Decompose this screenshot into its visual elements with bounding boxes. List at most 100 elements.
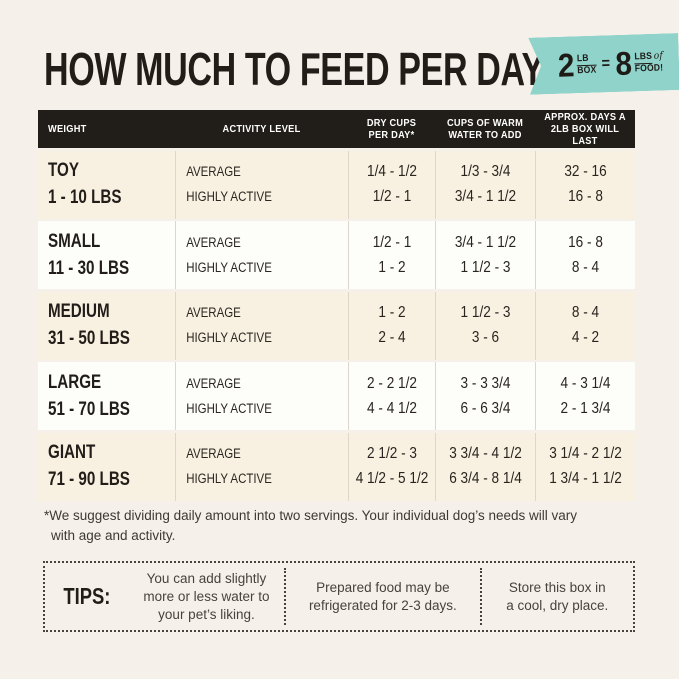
tips-box: TIPS: You can add slightly more or less … [43,561,635,632]
water-active: 3/4 - 1 1/2 [454,188,517,205]
dry-cups-active: 4 - 4 1/2 [367,399,417,417]
header-cell-weight: WEIGHT [38,110,175,148]
box-equivalence-badge: 2 LB BOX = 8 LBS of FOOD! [528,33,679,95]
tip-line: You can add slightly [146,570,267,586]
size-label: GIANT [48,442,96,463]
warm-water-cell: 1 1/2 - 3 3 - 6 [435,291,535,360]
water-active: 3 - 6 [471,329,500,346]
table-row-giant: GIANT 71 - 90 LBS AVERAGE HIGHLY ACTIVE … [38,432,635,501]
days-cell: 16 - 8 8 - 4 [535,221,635,289]
activity-cell: AVERAGE HIGHLY ACTIVE [175,150,348,219]
activity-cell: AVERAGE HIGHLY ACTIVE [175,221,348,289]
days-cell: 32 - 16 16 - 8 [535,150,635,219]
weight-range-label: 31 - 50 LBS [48,328,130,349]
activity-cell: AVERAGE HIGHLY ACTIVE [175,432,348,501]
activity-cell: AVERAGE HIGHLY ACTIVE [175,291,348,360]
header-dry-cups-line1: DRY CUPS [366,117,417,129]
dry-cups-average: 1/4 - 1/2 [367,163,417,180]
badge-lb-box-fraction: LB BOX [576,53,596,76]
dry-cups-active: 2 - 4 [378,329,406,346]
table-row-small: SMALL 11 - 30 LBS AVERAGE HIGHLY ACTIVE … [38,221,635,289]
header-warm-water-line1: CUPS OF WARM [446,117,524,129]
header-cell-warm-water: CUPS OF WARM WATER TO ADD [435,110,535,148]
dry-cups-cell: 2 1/2 - 3 4 1/2 - 5 1/2 [348,432,435,501]
header-warm-water-line2: WATER TO ADD [448,129,522,141]
header-cell-days-last: APPROX. DAYS A 2LB BOX WILL LAST [535,110,635,148]
weight-cell: MEDIUM 31 - 50 LBS [38,292,175,360]
tip-line: Store this box in [508,579,606,595]
water-active: 6 - 6 3/4 [460,399,511,417]
dry-cups-active: 1/2 - 1 [372,188,412,205]
footnote-line2: with age and activity. [51,528,176,543]
table-row-large: LARGE 51 - 70 LBS AVERAGE HIGHLY ACTIVE … [38,362,635,430]
water-average: 1/3 - 3/4 [460,163,511,180]
weight-range-label: 71 - 90 LBS [48,469,130,490]
dotted-divider [479,568,482,625]
days-active: 16 - 8 [568,188,603,205]
tip-line: Prepared food may be [316,579,450,595]
water-average: 3/4 - 1 1/2 [454,233,517,251]
badge-of-word: of [653,50,663,62]
activity-highly-active: HIGHLY ACTIVE [186,259,272,275]
days-active: 2 - 1 3/4 [560,399,611,417]
days-active: 8 - 4 [571,258,600,276]
size-label: MEDIUM [48,301,110,322]
table-row-medium: MEDIUM 31 - 50 LBS AVERAGE HIGHLY ACTIVE… [38,291,635,360]
badge-food-word: FOOD! [634,62,663,74]
tip-item-refrigerate: Prepared food may be refrigerated for 2-… [286,579,479,615]
weight-cell: TOY 1 - 10 LBS [38,151,175,219]
dry-cups-active: 4 1/2 - 5 1/2 [355,470,429,487]
table-header-row: WEIGHT ACTIVITY LEVEL DRY CUPS PER DAY* … [38,110,635,148]
weight-range-label: 51 - 70 LBS [48,398,130,420]
size-label: LARGE [48,371,102,393]
dry-cups-average: 2 1/2 - 3 [367,445,417,462]
warm-water-cell: 3 3/4 - 4 1/2 6 3/4 - 8 1/4 [435,432,535,501]
equals-sign: = [600,54,610,72]
days-cell: 3 1/4 - 2 1/2 1 3/4 - 1 1/2 [535,432,635,501]
badge-food-count: 8 [614,44,632,83]
water-active: 1 1/2 - 3 [460,258,511,276]
days-average: 3 1/4 - 2 1/2 [549,445,622,462]
tip-line: more or less water to [143,588,270,604]
activity-average: AVERAGE [186,164,241,179]
water-average: 3 - 3 3/4 [460,374,511,392]
water-average: 3 3/4 - 4 1/2 [449,445,522,462]
size-label: SMALL [48,230,101,252]
header-days-line2: 2LB BOX WILL LAST [550,123,620,147]
weight-range-label: 1 - 10 LBS [48,187,122,208]
activity-average: AVERAGE [186,446,241,461]
tip-line: your pet’s liking. [158,606,255,622]
dry-cups-cell: 1/2 - 1 1 - 2 [348,221,435,289]
page-title: HOW MUCH TO FEED PER DAY [44,43,544,95]
warm-water-cell: 3/4 - 1 1/2 1 1/2 - 3 [435,221,535,289]
badge-lbs-food-fraction: LBS of FOOD! [634,51,663,74]
feeding-table: WEIGHT ACTIVITY LEVEL DRY CUPS PER DAY* … [38,110,635,501]
table-row-toy: TOY 1 - 10 LBS AVERAGE HIGHLY ACTIVE 1/4… [38,150,635,219]
activity-highly-active: HIGHLY ACTIVE [186,471,272,486]
days-cell: 8 - 4 4 - 2 [535,291,635,360]
water-average: 1 1/2 - 3 [460,304,511,321]
header-days-line1: APPROX. DAYS A [544,111,626,123]
dotted-divider [284,568,287,625]
activity-average: AVERAGE [186,375,241,391]
dry-cups-average: 2 - 2 1/2 [367,374,417,392]
tip-line: a cool, dry place. [506,597,609,613]
tip-item-water: You can add slightly more or less water … [129,570,284,624]
days-average: 4 - 3 1/4 [560,374,611,392]
days-active: 1 3/4 - 1 1/2 [549,470,622,487]
activity-highly-active: HIGHLY ACTIVE [186,189,272,204]
tip-line: refrigerated for 2-3 days. [308,597,457,613]
footnote-line1: *We suggest dividing daily amount into t… [44,508,578,523]
days-active: 4 - 2 [571,329,600,346]
weight-cell: SMALL 11 - 30 LBS [38,221,175,289]
dry-cups-active: 1 - 2 [378,258,406,276]
tip-item-storage: Store this box in a cool, dry place. [482,579,633,615]
size-label: TOY [48,160,79,181]
dry-cups-cell: 1 - 2 2 - 4 [348,291,435,360]
badge-box-unit: BOX [576,64,597,76]
weight-cell: GIANT 71 - 90 LBS [38,433,175,501]
header-dry-cups-line2: PER DAY* [368,129,415,141]
activity-cell: AVERAGE HIGHLY ACTIVE [175,362,348,430]
header-cell-activity: ACTIVITY LEVEL [175,110,348,148]
dry-cups-cell: 2 - 2 1/2 4 - 4 1/2 [348,362,435,430]
